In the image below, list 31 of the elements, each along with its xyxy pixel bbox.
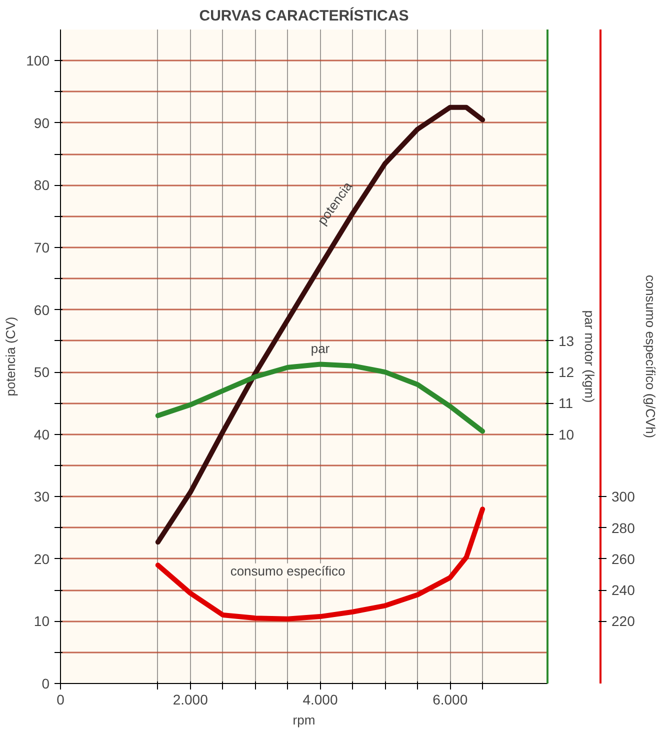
y-tick-label: 80: [34, 177, 50, 194]
y-tick-label: 40: [34, 426, 50, 442]
y-tick-label: 100: [26, 52, 50, 69]
chart-title: CURVAS CARACTERÍSTICAS: [199, 6, 409, 24]
y-tick-label: 60: [34, 302, 50, 318]
x-axis-title: rpm: [292, 712, 316, 728]
y2-tick-label: 13: [558, 332, 574, 349]
y2-tick-label: 12: [558, 364, 574, 380]
x-tick-label: 2.000: [172, 692, 208, 708]
y2-tick-label: 11: [558, 395, 574, 412]
y-tick-label: 20: [34, 550, 50, 567]
annotation: consumo específico: [230, 563, 346, 578]
y-axis-title: potencia (CV): [3, 316, 18, 396]
y-tick-label: 70: [34, 240, 50, 256]
y3-tick-label: 240: [612, 582, 636, 598]
x-tick-label: 6.000: [432, 692, 468, 708]
y3-tick-label: 300: [612, 488, 636, 505]
y3-tick-label: 220: [612, 613, 636, 630]
y-tick-label: 90: [34, 114, 50, 131]
y2-tick-label: 10: [558, 426, 574, 442]
annotation: par: [310, 340, 330, 356]
y-tick-label: 10: [34, 613, 50, 630]
y2-axis-title: par motor (kgm): [582, 310, 598, 403]
y-tick-label: 50: [34, 364, 50, 380]
y3-tick-label: 260: [612, 550, 636, 567]
y3-axis-title: consumo específico (g/CVh): [642, 274, 658, 438]
x-tick-label: 4.000: [302, 692, 338, 708]
y3-tick-label: 280: [612, 520, 636, 536]
y-tick-label: 30: [34, 488, 50, 505]
y-tick-label: 0: [42, 676, 50, 692]
x-tick-label: 0: [56, 692, 65, 708]
